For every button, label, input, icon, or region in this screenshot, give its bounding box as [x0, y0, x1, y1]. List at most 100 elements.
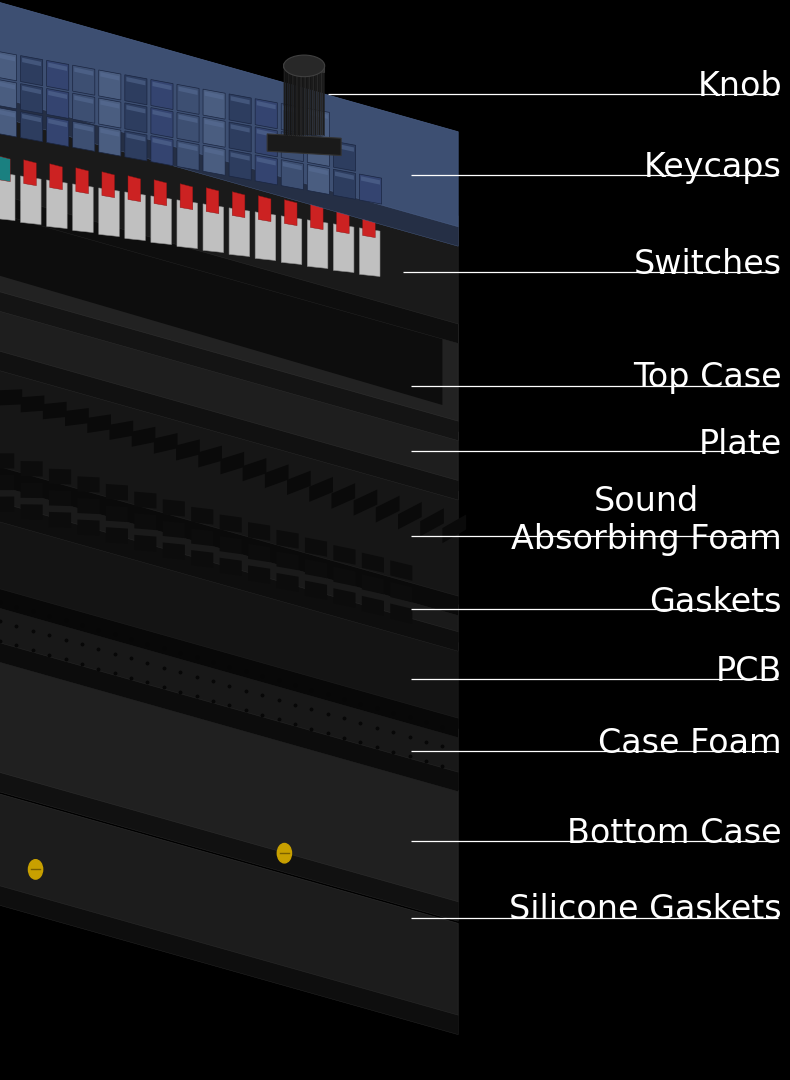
Polygon shape — [126, 105, 145, 113]
Polygon shape — [87, 415, 111, 433]
Polygon shape — [322, 64, 325, 136]
Polygon shape — [49, 490, 71, 507]
Polygon shape — [248, 565, 270, 584]
Polygon shape — [307, 164, 329, 194]
Polygon shape — [307, 136, 329, 166]
Polygon shape — [106, 484, 128, 500]
Polygon shape — [0, 351, 458, 596]
Polygon shape — [180, 184, 193, 210]
Polygon shape — [257, 157, 276, 165]
Polygon shape — [48, 119, 67, 127]
Polygon shape — [73, 65, 95, 95]
Text: Top Case: Top Case — [634, 362, 782, 394]
Polygon shape — [362, 596, 384, 616]
Polygon shape — [49, 469, 71, 485]
Polygon shape — [288, 64, 290, 136]
Polygon shape — [151, 108, 173, 137]
Polygon shape — [220, 451, 244, 474]
Polygon shape — [177, 112, 199, 143]
Polygon shape — [292, 64, 294, 136]
Polygon shape — [305, 559, 327, 578]
Polygon shape — [283, 106, 302, 114]
Polygon shape — [203, 146, 225, 175]
Polygon shape — [281, 216, 302, 265]
Polygon shape — [49, 512, 71, 528]
Polygon shape — [77, 519, 100, 536]
Polygon shape — [305, 538, 327, 556]
Polygon shape — [163, 542, 185, 559]
Polygon shape — [281, 160, 303, 190]
Polygon shape — [22, 113, 41, 122]
Circle shape — [277, 843, 292, 863]
Polygon shape — [305, 581, 327, 599]
Polygon shape — [284, 64, 325, 72]
Polygon shape — [0, 53, 15, 62]
Polygon shape — [333, 545, 356, 565]
Polygon shape — [255, 154, 277, 185]
Polygon shape — [298, 64, 300, 136]
Polygon shape — [100, 100, 119, 109]
Polygon shape — [191, 507, 213, 525]
Text: Bottom Case: Bottom Case — [567, 818, 782, 850]
Polygon shape — [257, 129, 276, 137]
Polygon shape — [205, 92, 224, 99]
Polygon shape — [248, 543, 270, 563]
Polygon shape — [310, 64, 312, 136]
Polygon shape — [126, 77, 145, 85]
Polygon shape — [0, 107, 17, 137]
Polygon shape — [390, 604, 412, 624]
Polygon shape — [177, 200, 198, 248]
Circle shape — [28, 860, 43, 879]
Text: Plate: Plate — [699, 429, 782, 461]
Polygon shape — [0, 589, 458, 772]
Polygon shape — [151, 195, 171, 244]
Polygon shape — [307, 220, 328, 269]
Text: Gaskets: Gaskets — [649, 586, 782, 619]
Polygon shape — [0, 475, 14, 490]
Polygon shape — [151, 136, 173, 165]
Polygon shape — [47, 180, 67, 229]
Polygon shape — [125, 75, 147, 105]
Polygon shape — [0, 156, 10, 181]
Polygon shape — [255, 126, 277, 157]
Polygon shape — [134, 491, 156, 509]
Polygon shape — [307, 64, 308, 136]
Polygon shape — [177, 140, 199, 171]
Polygon shape — [321, 64, 322, 136]
Polygon shape — [0, 389, 22, 405]
Polygon shape — [106, 527, 128, 543]
Polygon shape — [0, 497, 14, 512]
Polygon shape — [0, 86, 458, 246]
Polygon shape — [0, 184, 458, 421]
Polygon shape — [232, 192, 245, 218]
Polygon shape — [205, 120, 224, 127]
Text: Sound
Absorbing Foam: Sound Absorbing Foam — [511, 485, 782, 556]
Polygon shape — [73, 184, 93, 232]
Polygon shape — [333, 589, 356, 608]
Polygon shape — [255, 212, 276, 260]
Polygon shape — [283, 162, 302, 171]
Polygon shape — [0, 783, 458, 1015]
Polygon shape — [134, 535, 156, 552]
Polygon shape — [203, 118, 225, 147]
Polygon shape — [24, 160, 36, 186]
Polygon shape — [333, 170, 356, 200]
Polygon shape — [22, 57, 41, 66]
Polygon shape — [442, 514, 466, 543]
Polygon shape — [0, 761, 458, 921]
Polygon shape — [152, 138, 171, 146]
Polygon shape — [309, 166, 328, 175]
Polygon shape — [125, 131, 147, 161]
Polygon shape — [191, 550, 213, 568]
Polygon shape — [198, 446, 222, 468]
Polygon shape — [50, 164, 62, 190]
Polygon shape — [296, 64, 298, 136]
Polygon shape — [132, 427, 156, 447]
Polygon shape — [335, 144, 354, 152]
Polygon shape — [179, 86, 198, 95]
Polygon shape — [47, 89, 69, 119]
Polygon shape — [231, 152, 250, 161]
Polygon shape — [281, 104, 303, 134]
Polygon shape — [76, 167, 88, 193]
Polygon shape — [21, 111, 43, 141]
